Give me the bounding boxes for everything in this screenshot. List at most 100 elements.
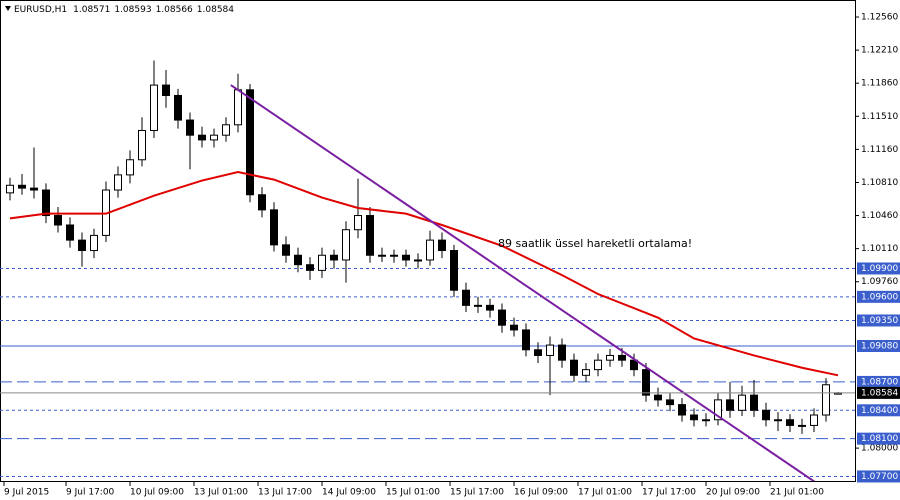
- level-label-box: [857, 470, 900, 483]
- candle-body: [294, 254, 302, 266]
- x-tick-label: 15 Jul 01:00: [386, 488, 440, 498]
- candle-body: [426, 239, 434, 261]
- level-label: 1.09350: [861, 316, 898, 326]
- candle-body: [522, 329, 530, 351]
- chart-header: EURUSD,H1 1.08571 1.08593 1.08566 1.08584: [14, 5, 234, 15]
- candle-body: [546, 344, 554, 356]
- candle-body: [258, 194, 266, 211]
- candle-body: [210, 134, 218, 141]
- candle-body: [414, 259, 422, 262]
- candle-body: [690, 414, 698, 421]
- candle-body: [366, 215, 374, 256]
- candle-body: [18, 184, 26, 189]
- candle-body: [402, 254, 410, 261]
- candle-body: [462, 289, 470, 306]
- x-tick-label: 20 Jul 09:00: [706, 488, 760, 498]
- candle-body: [606, 354, 614, 361]
- candle-body: [714, 399, 722, 421]
- candle-body: [342, 229, 350, 261]
- candle-body: [330, 254, 338, 261]
- annotation: 89 saatlik üssel hareketli ortalama!: [498, 237, 692, 250]
- candle-body: [162, 84, 170, 96]
- candle-body: [186, 119, 194, 136]
- candle-body: [222, 124, 230, 136]
- candle-body: [486, 304, 494, 311]
- x-tick-label: 15 Jul 17:00: [450, 488, 504, 498]
- candle-body: [198, 134, 206, 141]
- candle-body: [474, 304, 482, 307]
- plot: [0, 60, 855, 481]
- candle-body: [654, 394, 662, 401]
- candle-body: [558, 344, 566, 361]
- y-tick-label: 1.10110: [861, 244, 898, 254]
- level-label: 1.08700: [861, 377, 898, 387]
- candle-body: [6, 184, 14, 194]
- y-tick-label: 1.11860: [861, 79, 898, 89]
- candle-body: [30, 187, 38, 191]
- candle-body: [42, 189, 50, 217]
- candle-body: [114, 174, 122, 191]
- candle-body: [282, 244, 290, 256]
- candle-body: [786, 419, 794, 426]
- candle-body: [450, 250, 458, 291]
- level-label: 1.09080: [861, 342, 898, 352]
- candle-body: [582, 369, 590, 376]
- x-tick-label: 10 Jul 09:00: [130, 488, 184, 498]
- level-label-box: [857, 375, 900, 388]
- candle-body: [702, 419, 710, 422]
- candle-body: [798, 424, 806, 427]
- y-tick-label: 1.08000: [861, 444, 898, 454]
- candle-body: [810, 414, 818, 426]
- candle-body: [270, 209, 278, 246]
- candle-body: [822, 384, 830, 416]
- y-tick-label: 1.10460: [861, 211, 898, 221]
- low-value: 1.08566: [156, 5, 193, 15]
- level-label-box: [857, 340, 900, 353]
- candle-body: [354, 215, 362, 231]
- x-tick-label: 13 Jul 17:00: [258, 488, 312, 498]
- level-label-box: [857, 432, 900, 445]
- candle-body: [78, 239, 86, 252]
- close-value: 1.08584: [197, 5, 234, 15]
- candle-body: [126, 159, 134, 176]
- level-label-box: [857, 290, 900, 303]
- level-label: 1.08400: [861, 406, 898, 416]
- level-label: 1.08100: [861, 434, 898, 444]
- candle-body: [138, 129, 146, 161]
- candle-body: [306, 264, 314, 271]
- candle-body: [174, 94, 182, 121]
- candle-body: [774, 419, 782, 422]
- y-tick-label: 1.12560: [861, 13, 898, 23]
- x-tick-label: 17 Jul 17:00: [642, 488, 696, 498]
- y-tick-label: 1.09760: [861, 277, 898, 287]
- y-tick-label: 1.12210: [861, 46, 898, 56]
- candle-body: [678, 404, 686, 416]
- candle-body: [90, 234, 98, 252]
- x-tick-label: 17 Jul 01:00: [578, 488, 632, 498]
- candle-body: [498, 309, 506, 326]
- candle-body: [750, 394, 758, 411]
- high-value: 1.08593: [114, 5, 151, 15]
- level-label: 1.09600: [861, 292, 898, 302]
- x-tick-label: 9 Jul 2015: [4, 488, 49, 498]
- x-tick-label: 14 Jul 09:00: [322, 488, 376, 498]
- candle-body: [246, 89, 254, 196]
- candle-body: [618, 354, 626, 361]
- price-label-box: [857, 386, 900, 399]
- candle-body: [378, 254, 386, 257]
- x-tick-label: 13 Jul 01:00: [194, 488, 248, 498]
- level-label-box: [857, 404, 900, 417]
- candle-body: [234, 89, 242, 126]
- candle-body: [438, 239, 446, 252]
- candle-body: [762, 409, 770, 421]
- x-tick-label: 16 Jul 09:00: [514, 488, 568, 498]
- trend-line: [230, 84, 816, 481]
- x-tick-label: 9 Jul 17:00: [66, 488, 115, 498]
- level-label-box: [857, 314, 900, 327]
- menu-arrow: [5, 6, 11, 11]
- candle-body: [390, 254, 398, 257]
- level-label: 1.09900: [861, 264, 898, 274]
- symbol: EURUSD,H1: [14, 5, 67, 15]
- y-tick-label: 1.10810: [861, 178, 898, 188]
